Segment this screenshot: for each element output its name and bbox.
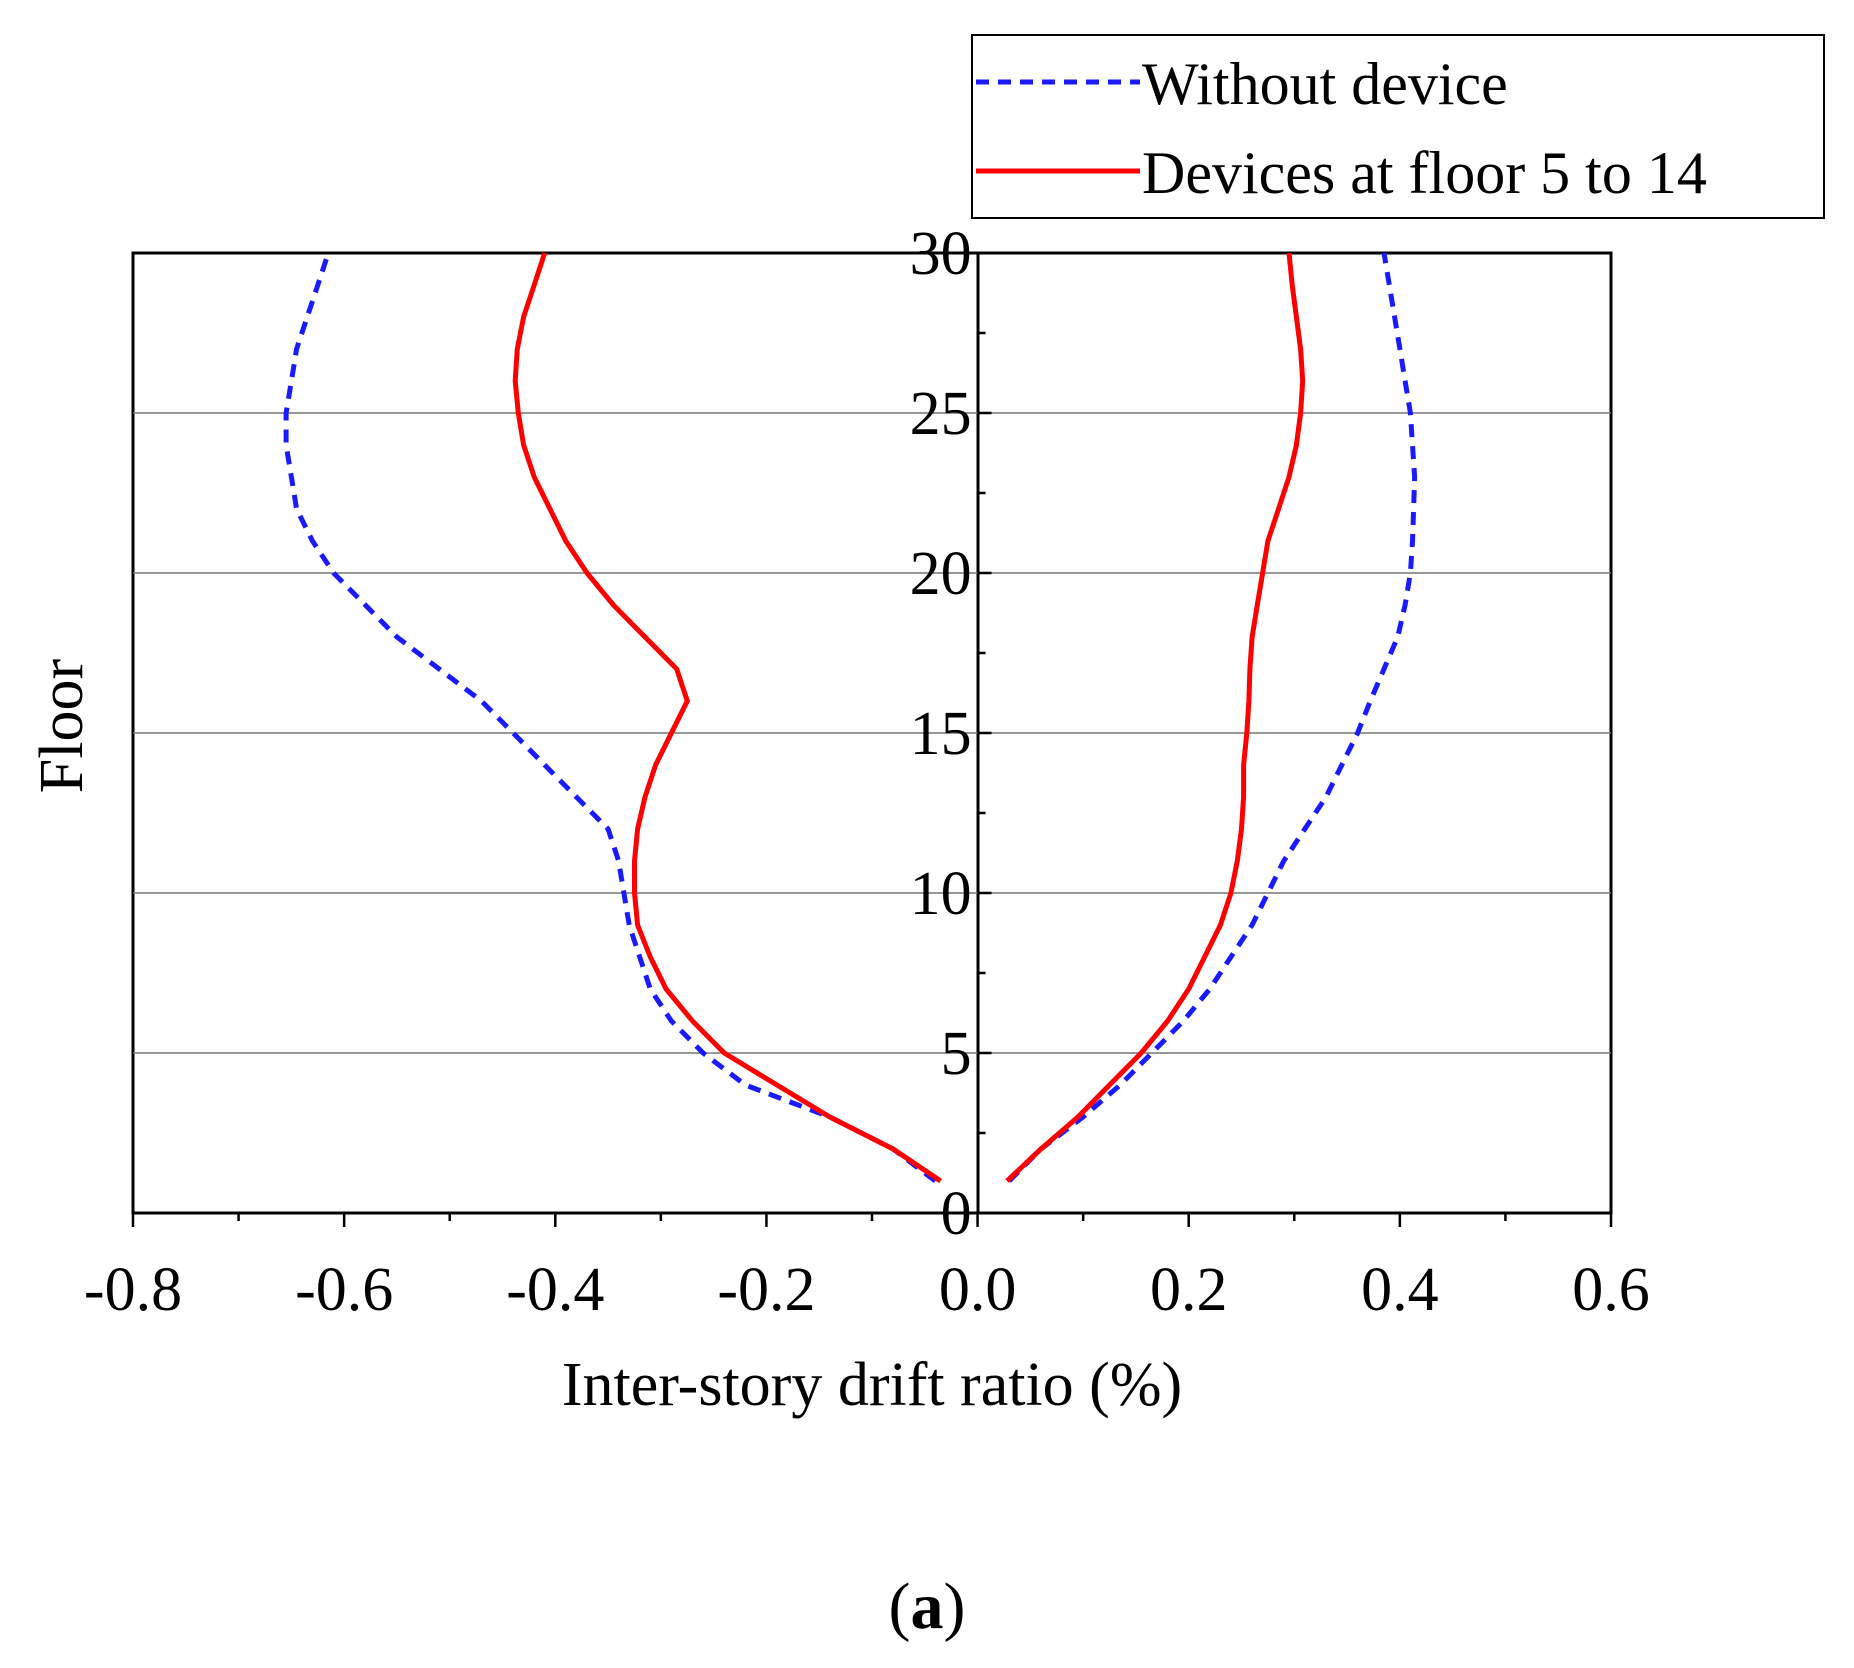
series-line-with-devices-positive: [1005, 252, 1306, 1183]
x-tick-label: 0.6: [1572, 1256, 1650, 1324]
x-tick-label: -0.4: [506, 1256, 604, 1324]
y-tick-label: 15: [910, 700, 972, 768]
y-axis-title: Floor: [28, 658, 96, 793]
tick-labels: 0 5 10 15 20 25 30 -0.8 -0.6 -0.4 -0.2 0.0 0.2 0.4 0.6: [84, 220, 1650, 1324]
y-tick-label: 5: [941, 1020, 972, 1088]
horizontal-gridlines: [133, 412, 1611, 1054]
x-tick-label: -0.6: [295, 1256, 393, 1324]
legend-label-with-devices: Devices at floor 5 to 14: [1142, 140, 1707, 206]
caption-close: ): [944, 1570, 966, 1643]
series-lines: [283, 252, 1418, 1184]
x-tick-label: 0.2: [1150, 1256, 1228, 1324]
x-tick-label: 0.0: [939, 1256, 1017, 1324]
y-tick-label: 30: [910, 220, 972, 288]
figure-caption: (a): [889, 1570, 966, 1643]
series-line-without-device-negative: [283, 252, 937, 1183]
y-tick-label: 0: [941, 1180, 972, 1248]
series-line-without-device-positive: [1007, 252, 1418, 1183]
caption-letter: a: [911, 1570, 944, 1643]
x-tick-label: -0.8: [84, 1256, 182, 1324]
x-tick-label: 0.4: [1361, 1256, 1439, 1324]
x-axis-title: Inter-story drift ratio (%): [562, 1351, 1182, 1419]
x-tick-label: -0.2: [717, 1256, 815, 1324]
legend: Without device Devices at floor 5 to 14: [971, 34, 1825, 219]
caption-open: (: [889, 1570, 911, 1643]
y-tick-label: 10: [910, 860, 972, 928]
axis-ticks: [131, 251, 1613, 1227]
legend-label-without-device: Without device: [1142, 51, 1508, 117]
series-line-with-devices-negative: [512, 252, 942, 1184]
legend-box: [971, 34, 1825, 219]
y-tick-label: 20: [910, 540, 972, 608]
y-tick-label: 25: [910, 380, 972, 448]
